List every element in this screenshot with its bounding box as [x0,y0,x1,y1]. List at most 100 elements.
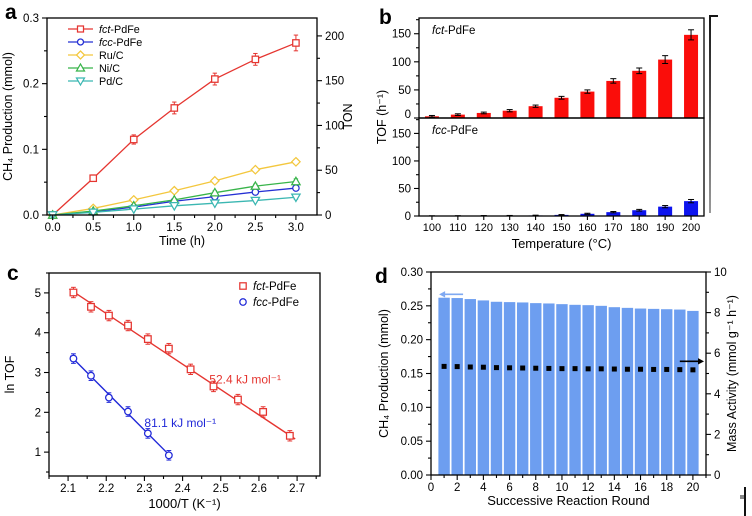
rect-shape [516,302,529,475]
d-xlabel: Successive Reaction Round [487,493,650,508]
text-shape: 2.0 [207,222,223,234]
text-shape: 50 [398,85,411,97]
rect-shape [554,97,569,118]
text-shape: 6 [714,348,720,360]
rect-shape [520,365,526,371]
rect-shape [546,365,552,371]
rect-shape [503,302,516,475]
rect-shape [651,366,657,372]
text-shape: 170 [604,222,622,234]
path-shape [250,196,261,207]
text-shape: 200 [682,222,700,234]
text-shape: 8 [533,482,539,494]
text-shape: 0.2 [23,79,39,91]
series-Ni/C [47,176,302,219]
tspan-shape: fcc [253,297,268,309]
rect-shape [569,304,581,475]
circle-shape [87,371,95,380]
text-shape: 2.1 [60,483,76,495]
panel-label-d: d [375,265,388,288]
rect-shape [528,106,543,118]
a-y2label: TON [341,103,355,129]
text-shape: 0 [714,470,720,482]
rect-shape [530,303,542,475]
tspan-shape: -PdFe [268,297,299,309]
rect-shape [87,302,95,311]
legend-item-fcc-PdFe: fcc-PdFe [253,297,299,309]
rect-shape [606,80,621,118]
rect-shape [684,201,699,216]
text-shape: 4 [714,389,721,401]
text-shape: 0.20 [401,335,423,347]
text-shape: 0.00 [401,470,423,482]
rect-shape [664,366,670,372]
rect-shape [507,365,513,371]
tspan-shape: fct [99,24,111,36]
text-shape: 0.0 [45,222,61,234]
subpanel-fcc-PdFe: 0 50 100 150 fcc-PdFe [392,119,699,223]
circle-shape [143,429,152,438]
rect-shape [606,212,621,216]
c-ylabel: ln TOF [3,355,17,393]
text-shape: 0.15 [401,369,423,381]
series-fct-PdFe [68,286,296,442]
text-shape: 180 [630,222,648,234]
text-shape: 4 [35,328,42,340]
text-shape: 150 [325,76,344,88]
rect-shape [572,366,578,372]
axes-d: 0 2 4 6 8 10 12 14 16 18 200.000.050.100.150.200.2… [401,267,727,494]
rect-shape [69,288,78,297]
path-shape [250,180,261,190]
text-shape: 0.10 [401,402,423,414]
rect-shape [608,307,621,475]
rect-shape [647,308,660,475]
text-shape: 6 [506,482,512,494]
text-shape: 50 [398,183,411,195]
rect-shape [638,366,644,372]
text-shape: 1 [35,447,41,459]
text-shape: 10 [714,267,727,279]
rect-shape [129,135,138,144]
rect-shape [259,407,268,416]
text-shape: 160 [578,222,596,234]
rect-shape [493,365,499,371]
rect-shape [124,321,132,330]
rect-shape [234,395,242,404]
rect-shape [533,365,539,371]
text-shape: 50 [325,165,338,177]
circle-shape [69,354,78,363]
rect-shape [611,366,617,372]
text-shape: 1.0 [126,222,142,234]
rect-shape [186,365,195,374]
text-shape: 100 [423,222,441,234]
tspan-shape: fcc [432,125,447,137]
text-shape: 1.5 [166,222,182,234]
text-shape: 140 [526,222,544,234]
rect-shape [450,114,465,118]
axes-b: 100 110 120 130 140 150 160 170 180 190 200 [418,17,705,234]
rect-shape [658,59,673,118]
points-mass-activity [441,363,696,373]
circle-shape [105,393,113,402]
annotation-fcc-PdFe: 81.1 kJ mol⁻¹ [144,416,216,430]
axes-c: 2.1 2.2 2.3 2.4 2.5 2.6 2.7 1 2 3 4 5 [35,272,321,495]
rect-shape [438,297,450,475]
rect-shape [251,55,260,64]
rect-shape [598,366,604,372]
tspan-shape: -PdFe [444,25,475,37]
rect-shape [464,299,476,475]
text-shape: 100 [392,156,411,168]
rect-shape [285,431,294,440]
text-shape: 0.05 [401,436,423,448]
legend-item-fcc-PdFe: fcc-PdFe [99,37,142,49]
text-shape: 200 [325,31,344,43]
text-shape: 0.3 [23,13,39,25]
d-y2label: Mass Activity (mmol g⁻¹ h⁻¹) [725,295,739,452]
rect-shape [580,213,595,216]
path-shape [698,358,705,365]
text-shape: 20 [687,482,700,494]
text-shape: 0 [428,482,434,494]
rect-shape [46,17,318,216]
